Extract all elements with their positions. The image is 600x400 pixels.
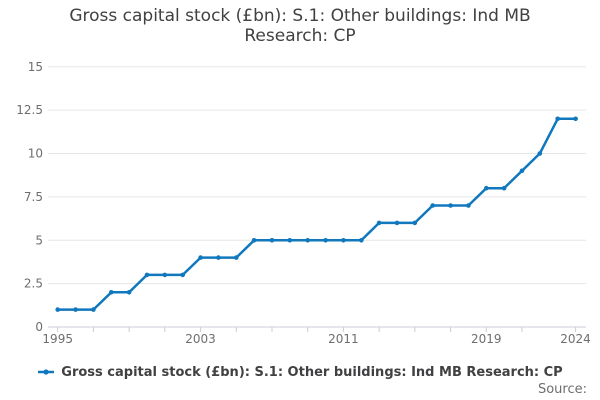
data-point-marker[interactable] (91, 307, 96, 312)
x-axis-tick-label: 1995 (42, 332, 73, 346)
data-point-marker[interactable] (412, 220, 418, 226)
data-point-marker[interactable] (448, 203, 453, 208)
x-axis-tick-label: 2011 (328, 332, 359, 346)
data-point-marker[interactable] (198, 255, 203, 260)
y-axis-tick-label: 0 (35, 320, 43, 334)
data-point-marker[interactable] (216, 255, 221, 260)
data-point-marker[interactable] (305, 238, 311, 243)
x-axis-tick-label: 2003 (185, 332, 216, 346)
data-point-marker[interactable] (555, 116, 560, 122)
series-line[interactable] (56, 117, 577, 311)
data-point-marker[interactable] (144, 272, 150, 278)
data-point-marker[interactable] (234, 255, 239, 260)
data-point-marker[interactable] (162, 272, 168, 278)
chart-title-line-2: Research: CP (244, 26, 356, 46)
data-point-marker[interactable] (501, 185, 507, 191)
x-axis-tick-label: 2019 (471, 332, 502, 346)
legend-line-marker-icon (38, 369, 55, 375)
y-axis-tick-label: 12.5 (16, 103, 43, 117)
y-axis-tick-label: 10 (28, 147, 43, 161)
data-point-marker[interactable] (109, 290, 114, 295)
legend-label: Gross capital stock (£bn): S.1: Other bu… (61, 364, 563, 380)
data-point-marker[interactable] (537, 151, 543, 156)
data-point-marker[interactable] (251, 238, 257, 243)
data-point-marker[interactable] (466, 203, 471, 208)
data-point-marker[interactable] (73, 307, 78, 312)
legend-item[interactable]: Gross capital stock (£bn): S.1: Other bu… (0, 363, 600, 381)
data-point-marker[interactable] (55, 307, 60, 312)
y-axis-tick-label: 2.5 (24, 277, 43, 291)
data-point-marker[interactable] (484, 185, 489, 191)
x-axis-tick-label: 2024 (560, 332, 591, 346)
data-point-marker[interactable] (394, 220, 400, 226)
y-axis-tick-label: 7.5 (24, 190, 43, 204)
y-axis-tick-label: 15 (28, 60, 43, 74)
data-point-marker[interactable] (126, 290, 132, 295)
data-point-marker[interactable] (287, 238, 293, 243)
source-label: Source: (537, 382, 587, 397)
y-axis-tick-label: 5 (35, 233, 43, 247)
data-point-marker[interactable] (359, 238, 364, 243)
data-point-marker[interactable] (269, 238, 275, 243)
data-point-marker[interactable] (323, 238, 328, 243)
data-point-marker[interactable] (341, 238, 346, 243)
chart-title-line-1: Gross capital stock (£bn): S.1: Other bu… (69, 6, 531, 26)
data-point-marker[interactable] (519, 168, 525, 174)
data-point-marker[interactable] (180, 272, 185, 278)
data-point-marker[interactable] (376, 220, 382, 226)
chart-title: Gross capital stock (£bn): S.1: Other bu… (0, 6, 600, 46)
data-point-marker[interactable] (430, 203, 436, 208)
data-point-marker[interactable] (573, 116, 578, 122)
